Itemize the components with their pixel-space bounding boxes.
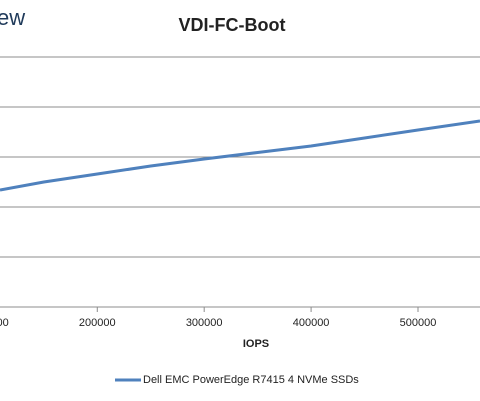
chart-title: VDI-FC-Boot	[179, 15, 286, 35]
x-tick-label: 400000	[293, 317, 330, 329]
x-tick-label: 200000	[79, 317, 116, 329]
logo: ew	[0, 5, 25, 30]
legend-label: Dell EMC PowerEdge R7415 4 NVMe SSDs	[143, 374, 359, 386]
x-tick-label: 300000	[186, 317, 223, 329]
x-axis-label: IOPS	[243, 338, 269, 350]
data-line	[0, 119, 480, 192]
x-tick-label: 500000	[400, 317, 437, 329]
x-tick-label: 100000	[0, 317, 9, 329]
